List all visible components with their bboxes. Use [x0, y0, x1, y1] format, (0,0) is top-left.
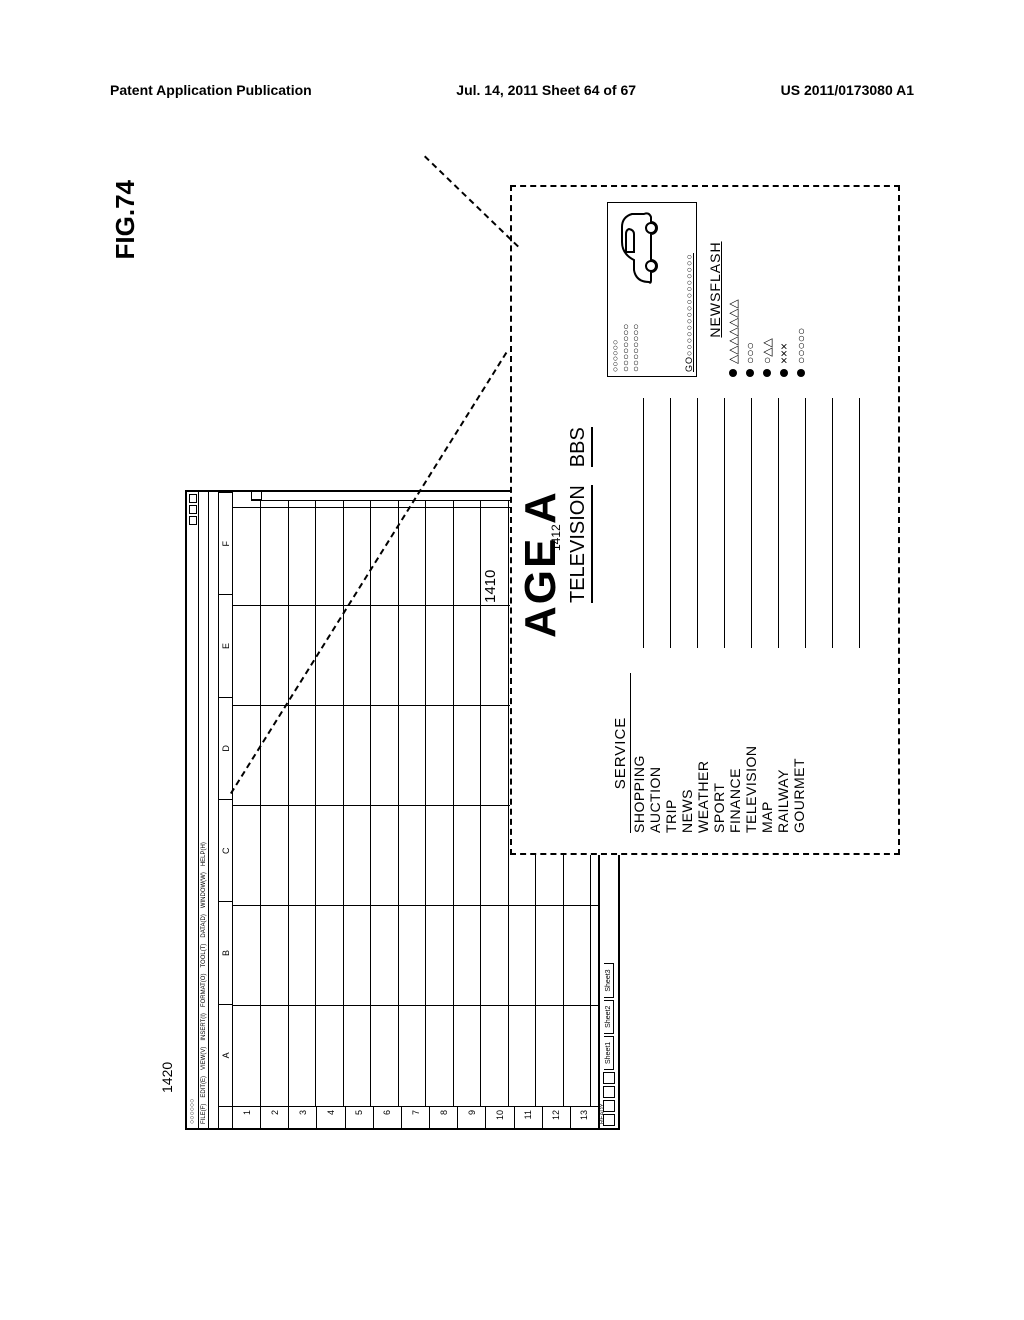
nav-first-icon[interactable]	[603, 1114, 615, 1126]
menu-item[interactable]: EDIT(E)	[201, 1076, 207, 1098]
menu-item[interactable]: WINDOW(W)	[201, 872, 207, 908]
menu-item[interactable]: FILE(F)	[201, 1104, 207, 1124]
header-right: US 2011/0173080 A1	[781, 82, 914, 98]
ref-1420: 1420	[159, 1062, 175, 1093]
ref-1410: 1410	[482, 570, 499, 603]
figure-label: FIG.74	[110, 180, 141, 259]
row-header[interactable]: 4	[317, 1107, 345, 1128]
row-header[interactable]: 11	[515, 1107, 543, 1128]
service-item[interactable]: WEATHER	[695, 673, 711, 833]
news-item[interactable]: △△△△△△△	[726, 202, 740, 377]
service-item[interactable]: TELEVISION	[743, 673, 759, 833]
figure-content: 1420 ○○○○○○ FILE(F) EDIT(E) VIEW(V) INSE…	[150, 180, 890, 1130]
content-line	[644, 398, 671, 648]
content-line	[671, 398, 698, 648]
row-headers: 1 2 3 4 5 6 7 8 9 10 11 12 13	[219, 1106, 599, 1128]
menu-item[interactable]: DATA(D)	[201, 914, 207, 937]
page-header: Patent Application Publication Jul. 14, …	[0, 82, 1024, 98]
nav-next-icon[interactable]	[603, 1086, 615, 1098]
row-header[interactable]: 6	[374, 1107, 402, 1128]
col-header[interactable]: C	[219, 799, 232, 901]
figure-area: FIG.74 1420 ○○○○○○ FILE(F) EDIT(E) VIEW(…	[110, 180, 910, 1130]
service-item[interactable]: TRIP	[663, 673, 679, 833]
tab-bbs[interactable]: BBS	[567, 427, 593, 467]
news-item[interactable]: ○○○	[743, 202, 757, 377]
content-lines	[617, 398, 860, 648]
newsflash-header: NEWSFLASH	[707, 202, 723, 377]
content-line	[779, 398, 806, 648]
col-header[interactable]: A	[219, 1004, 232, 1106]
col-header[interactable]: D	[219, 697, 232, 799]
spreadsheet-titlebar: ○○○○○○	[187, 492, 199, 1128]
column-headers: A B C D E F	[219, 492, 233, 1106]
nav-prev-icon[interactable]	[603, 1100, 615, 1112]
content-line	[725, 398, 752, 648]
col-header[interactable]: B	[219, 901, 232, 1003]
bullet-icon	[797, 369, 805, 377]
newsflash: NEWSFLASH △△△△△△△ ○○○ ○△△ ××× ○○○○○	[707, 202, 808, 377]
page-brand: AGE A	[516, 490, 566, 638]
row-header[interactable]: 2	[261, 1107, 289, 1128]
sheet-tab[interactable]: Sheet3	[604, 963, 614, 997]
service-item[interactable]: SHOPPING	[631, 673, 647, 833]
service-item[interactable]: GOURMET	[791, 673, 807, 833]
header-center: Jul. 14, 2011 Sheet 64 of 67	[456, 82, 636, 98]
service-item[interactable]: RAILWAY	[775, 673, 791, 833]
ad-box[interactable]: ○○○○○○ ○○○○○○○○ ○○○○○○○○ GO○○○○○○○○○○○○○…	[607, 202, 697, 377]
minimize-icon[interactable]	[189, 516, 197, 525]
ref-1412: 1412	[549, 524, 563, 551]
row-header[interactable]: 9	[458, 1107, 486, 1128]
webpage-panel: 1410 AGE A 1412 TELEVISION BBS SERVICE S…	[510, 185, 900, 855]
sheet-tab[interactable]: Sheet1	[604, 1036, 614, 1070]
service-item[interactable]: MAP	[759, 673, 775, 833]
spreadsheet-title: ○○○○○○	[189, 1099, 196, 1124]
nav-tabs: 1412 TELEVISION BBS	[567, 427, 593, 603]
row-header[interactable]: 12	[543, 1107, 571, 1128]
close-icon[interactable]	[189, 494, 197, 503]
content-line	[806, 398, 833, 648]
window-controls	[189, 492, 197, 525]
sheet-tab[interactable]: Sheet2	[604, 1000, 614, 1034]
select-all-corner[interactable]	[219, 1107, 233, 1128]
row-header[interactable]: 7	[402, 1107, 430, 1128]
maximize-icon[interactable]	[189, 505, 197, 514]
menu-item[interactable]: HELP(H)	[201, 842, 207, 866]
row-header[interactable]: 10	[486, 1107, 514, 1128]
row-header[interactable]: 3	[289, 1107, 317, 1128]
col-header[interactable]: E	[219, 594, 232, 696]
content-line	[752, 398, 779, 648]
menu-item[interactable]: INSERT(I)	[201, 1013, 207, 1041]
news-item[interactable]: ○△△	[760, 202, 774, 377]
menu-item[interactable]: VIEW(V)	[201, 1047, 207, 1070]
content-line	[833, 398, 860, 648]
service-item[interactable]: FINANCE	[727, 673, 743, 833]
service-header: SERVICE	[612, 673, 631, 833]
menu-item[interactable]: FORMAT(O)	[201, 974, 207, 1008]
car-icon	[614, 207, 664, 292]
bullet-icon	[729, 369, 737, 377]
content-line	[698, 398, 725, 648]
news-item[interactable]: ×××	[777, 202, 791, 377]
service-item[interactable]: NEWS	[679, 673, 695, 833]
bullet-icon	[763, 369, 771, 377]
news-item[interactable]: ○○○○○	[794, 202, 808, 377]
service-item[interactable]: SPORT	[711, 673, 727, 833]
row-header[interactable]: 8	[430, 1107, 458, 1128]
spreadsheet-menubar: FILE(F) EDIT(E) VIEW(V) INSERT(I) FORMAT…	[199, 492, 209, 1128]
nav-last-icon[interactable]	[603, 1072, 615, 1084]
spreadsheet-toolbar	[209, 492, 219, 1128]
tab-television[interactable]: TELEVISION	[567, 485, 593, 603]
ad-link[interactable]: GO○○○○○○○○○○○○○○○○	[684, 253, 694, 372]
row-header[interactable]: 1	[233, 1107, 261, 1128]
bullet-icon	[746, 369, 754, 377]
service-item[interactable]: AUCTION	[647, 673, 663, 833]
col-header[interactable]: F	[219, 492, 232, 594]
row-header[interactable]: 13	[571, 1107, 599, 1128]
row-header[interactable]: 5	[346, 1107, 374, 1128]
bullet-icon	[780, 369, 788, 377]
content-line	[617, 398, 644, 648]
header-left: Patent Application Publication	[110, 82, 312, 98]
menu-item[interactable]: TOOL(T)	[201, 944, 207, 968]
service-list: SERVICE SHOPPING AUCTION TRIP NEWS WEATH…	[612, 673, 807, 833]
